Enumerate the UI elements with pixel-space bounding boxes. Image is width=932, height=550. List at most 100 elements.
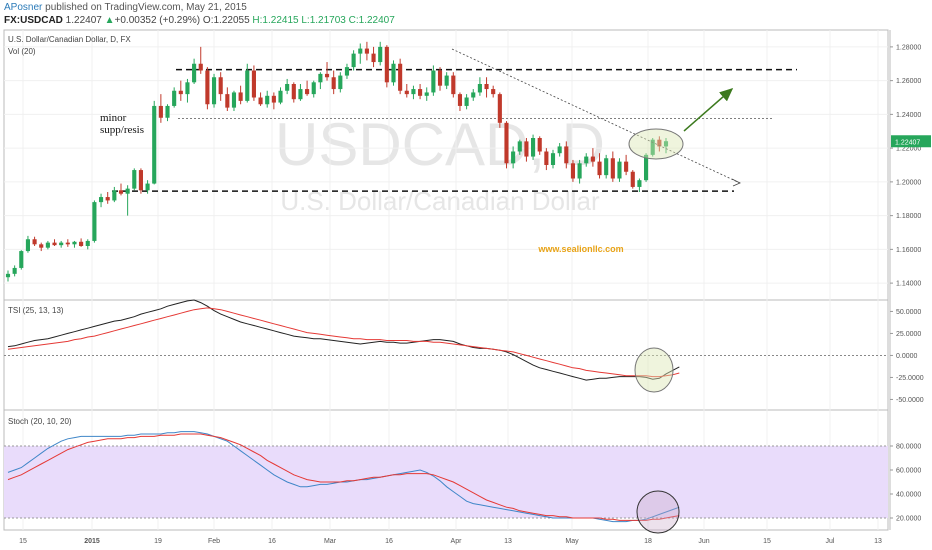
price-change: +0.00352 (+0.29%) (114, 15, 201, 26)
candle-body (610, 158, 615, 179)
candle-body (517, 141, 522, 152)
candle-body (258, 97, 263, 105)
tsi-tick-label: -50.0000 (896, 397, 924, 404)
candle-body (637, 180, 642, 187)
downtrend-arrowhead (731, 178, 741, 187)
candle-body (663, 141, 669, 147)
candle-body (537, 138, 542, 152)
price-tick-label: 1.18000 (896, 213, 921, 220)
candle-body (178, 90, 183, 95)
stoch-tick-label: 20.0000 (896, 516, 921, 523)
candle-body (411, 89, 416, 95)
candle-body (305, 89, 310, 95)
candle-body (311, 82, 316, 95)
candle-body (152, 105, 157, 184)
candle-body (211, 77, 217, 105)
candle-body (371, 53, 376, 63)
candle-body (358, 48, 363, 54)
breakout-ellipse (628, 128, 684, 160)
stoch-tick-label: 40.0000 (896, 492, 921, 499)
symbol-label[interactable]: FX:USDCAD (4, 15, 63, 26)
stoch-panel (4, 431, 888, 534)
candle-body (72, 241, 77, 245)
candle-body (324, 73, 330, 78)
candle-body (172, 90, 177, 106)
candle-body (524, 141, 529, 157)
candle-body (471, 92, 476, 98)
time-tick-label: 15 (763, 538, 771, 545)
candle-body (251, 70, 256, 98)
stoch-tick-label: 60.0000 (896, 468, 921, 475)
candle-body (617, 161, 622, 179)
candle-body (278, 90, 283, 103)
candle-body (418, 89, 423, 96)
candle-body (477, 84, 482, 93)
candle-body (590, 156, 595, 162)
candle-body (218, 77, 223, 95)
tsi-series-line (7, 299, 680, 381)
candle-body (205, 70, 210, 105)
candle-body (650, 139, 655, 155)
last-price: 1.22407 (65, 15, 102, 26)
candle-body (491, 89, 496, 95)
candle-body (265, 95, 270, 105)
publish-info: published on TradingView.com, May 21, 20… (45, 2, 247, 13)
symbol-watermark: USDCAD, DU.S. Dollar/Canadian Dollar (275, 111, 605, 216)
stoch-series-line (7, 433, 680, 521)
stoch-tick-label: 80.0000 (896, 444, 921, 451)
candle-body (85, 240, 90, 246)
candle-body (132, 170, 137, 189)
candle-body (364, 48, 369, 54)
candlestick-series (5, 41, 669, 282)
candle-body (98, 197, 104, 203)
price-tick-label: 1.28000 (896, 44, 921, 51)
candle-body (158, 105, 163, 118)
ohlc-close: C:1.22407 (348, 15, 395, 26)
last-price-tag-label: 1.22407 (895, 139, 920, 146)
price-tick-label: 1.26000 (896, 78, 921, 85)
candle-body (192, 63, 197, 83)
candle-body (550, 153, 556, 165)
candle-body (52, 242, 57, 246)
downtrend-line (451, 48, 741, 184)
projection-arrow (683, 88, 734, 132)
candle-body (59, 242, 64, 246)
candle-body (298, 89, 303, 100)
grid-lines (4, 30, 888, 530)
candle-body (291, 84, 296, 100)
candle-body (331, 77, 336, 90)
support-resistance-lines (112, 68, 797, 192)
tsi-cross-ellipse (634, 347, 674, 393)
candle-body (338, 75, 343, 90)
time-tick-label: 19 (154, 538, 162, 545)
candle-body (198, 63, 203, 71)
candle-body (45, 242, 50, 248)
candle-body (404, 90, 409, 95)
candle-body (457, 94, 463, 106)
time-tick-label: 16 (385, 538, 393, 545)
candle-body (118, 190, 124, 194)
candle-body (451, 75, 456, 95)
author-link[interactable]: APosner (4, 2, 43, 13)
candle-body (32, 239, 37, 245)
candle-body (398, 63, 403, 91)
candle-body (125, 188, 130, 194)
candle-body (19, 251, 24, 268)
candle-body (185, 82, 190, 95)
time-tick-label: 16 (268, 538, 276, 545)
time-tick-label: May (565, 538, 579, 545)
candle-body (504, 122, 509, 164)
candle-body (39, 244, 44, 248)
candle-body (344, 67, 350, 76)
candle-body (25, 239, 30, 252)
time-tick-label: Jul (826, 538, 835, 545)
stoch-series-line (7, 431, 680, 523)
candle-body (65, 242, 70, 245)
candle-body (378, 46, 383, 63)
candle-body (630, 171, 635, 187)
ohlc-low: L:1.21703 (301, 15, 346, 26)
candle-body (112, 190, 117, 201)
tsi-series-line (7, 307, 680, 378)
candle-body (79, 241, 84, 246)
